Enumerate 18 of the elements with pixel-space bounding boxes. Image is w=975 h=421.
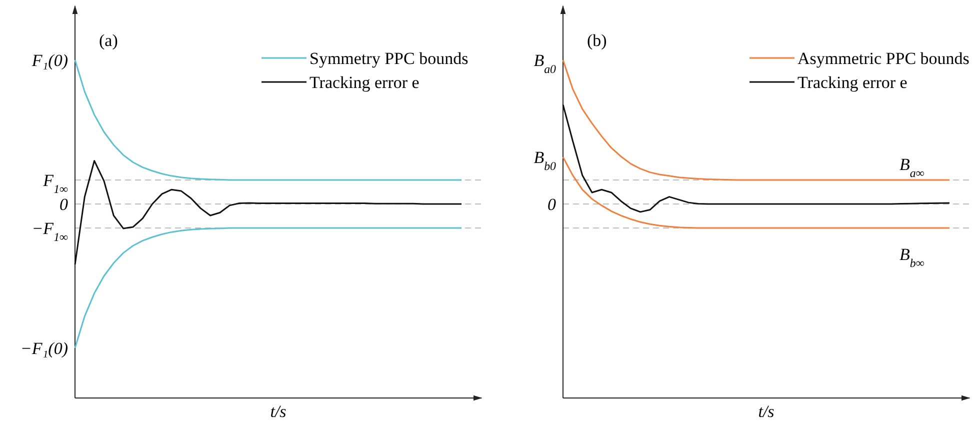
- x-axis-title: t/s: [758, 402, 774, 421]
- ref-line-label: 0: [547, 195, 556, 214]
- legend-label: Tracking error e: [310, 73, 420, 92]
- ref-line-label: F$_{1∞}$: [42, 170, 69, 196]
- chart-title: (b): [586, 31, 606, 50]
- legend-label: Asymmetric PPC bounds: [797, 49, 969, 68]
- text: B$_{a0}$: [533, 51, 556, 76]
- text: B$_{b∞}$: [899, 245, 924, 270]
- chart-title: (a): [99, 31, 118, 50]
- text: −F₁(0): [20, 339, 68, 358]
- legend-label: Tracking error e: [797, 73, 907, 92]
- x-axis-title: t/s: [270, 402, 287, 421]
- ref-line-label: −F$_{1∞}$: [32, 219, 69, 244]
- legend-label: Symmetry PPC bounds: [310, 49, 468, 68]
- text: B$_{b0}$: [533, 148, 556, 174]
- text: F₁(0): [30, 51, 68, 70]
- ref-line-label: 0: [60, 195, 68, 214]
- annotation: B$_{a∞}$: [899, 154, 924, 180]
